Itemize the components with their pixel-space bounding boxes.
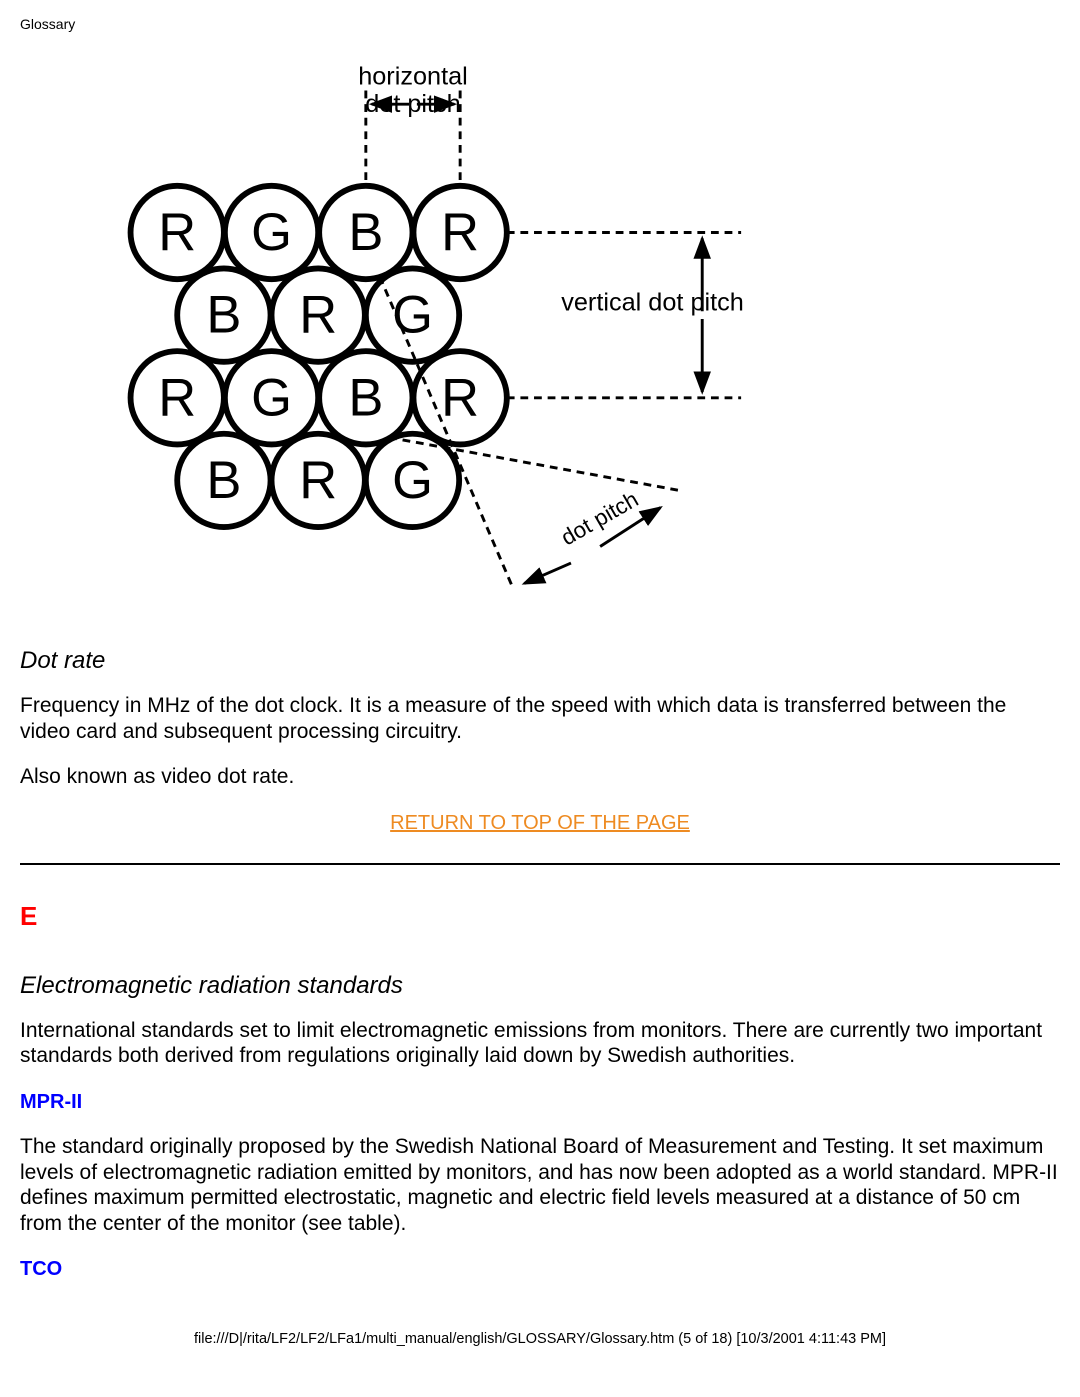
page-header: Glossary xyxy=(20,16,1060,32)
term-em-standards-title: Electromagnetic radiation standards xyxy=(20,972,1060,1000)
svg-text:R: R xyxy=(441,203,479,262)
svg-text:B: B xyxy=(206,286,241,345)
svg-text:G: G xyxy=(392,451,433,510)
svg-text:dot pitch: dot pitch xyxy=(557,486,643,550)
svg-text:B: B xyxy=(206,451,241,510)
svg-text:B: B xyxy=(348,368,383,427)
svg-text:R: R xyxy=(158,203,196,262)
subheading-tco: TCO xyxy=(20,1258,1060,1281)
svg-text:R: R xyxy=(441,368,479,427)
mpr-ii-text: The standard originally proposed by the … xyxy=(20,1134,1060,1236)
dot-rate-p1: Frequency in MHz of the dot clock. It is… xyxy=(20,693,1060,744)
svg-text:G: G xyxy=(392,286,433,345)
svg-text:R: R xyxy=(158,368,196,427)
dot-pitch-diagram: RGBRBRGRGBRBRGhorizontaldot pitchvertica… xyxy=(80,38,780,607)
dot-rate-p2: Also known as video dot rate. xyxy=(20,764,1060,790)
page-footer: file:///D|/rita/LF2/LF2/LFa1/multi_manua… xyxy=(20,1331,1060,1347)
em-standards-intro: International standards set to limit ele… xyxy=(20,1018,1060,1069)
svg-text:G: G xyxy=(251,203,292,262)
subheading-mpr-ii: MPR-II xyxy=(20,1091,1060,1114)
svg-text:R: R xyxy=(299,286,337,345)
divider xyxy=(20,863,1060,865)
svg-text:B: B xyxy=(348,203,383,262)
svg-text:G: G xyxy=(251,368,292,427)
section-letter-e: E xyxy=(20,901,1060,932)
return-to-top-link[interactable]: RETURN TO TOP OF THE PAGE xyxy=(20,812,1060,835)
term-dot-rate-title: Dot rate xyxy=(20,647,1060,675)
svg-text:vertical dot pitch: vertical dot pitch xyxy=(561,288,744,316)
svg-text:R: R xyxy=(299,451,337,510)
svg-text:horizontal: horizontal xyxy=(358,63,468,91)
